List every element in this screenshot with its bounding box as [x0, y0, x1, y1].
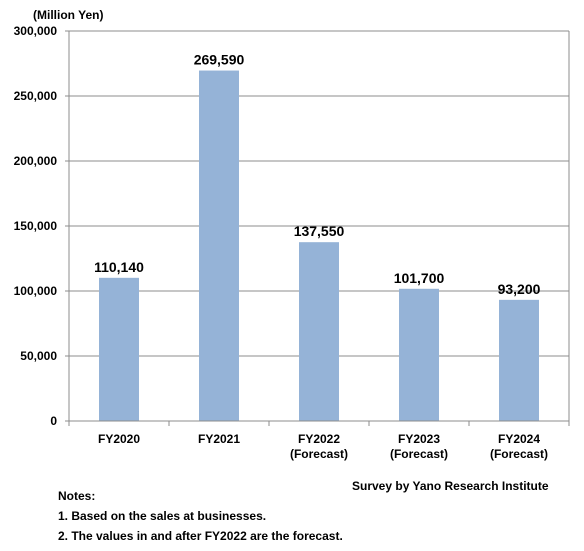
y-tick-label: 100,000	[14, 284, 58, 298]
y-tick-label: 0	[50, 414, 57, 428]
y-tick-label: 300,000	[14, 24, 58, 38]
data-label: 269,590	[194, 52, 245, 68]
x-tick-label: (Forecast)	[490, 447, 548, 461]
y-unit-label: (Million Yen)	[33, 8, 103, 22]
bar	[399, 288, 439, 421]
x-tick-label: (Forecast)	[390, 447, 448, 461]
notes: Notes: 1. Based on the sales at business…	[58, 486, 343, 546]
x-tick-label: FY2023	[398, 432, 440, 446]
y-tick-labels: 0 50,000 100,000 150,000 200,000 250,000 300,0…	[14, 24, 58, 428]
y-tick-label: 200,000	[14, 154, 58, 168]
source-credit: Survey by Yano Research Institute	[352, 479, 549, 493]
data-label: 101,700	[394, 270, 445, 286]
bar	[99, 277, 139, 421]
bar	[199, 70, 239, 422]
x-tick-label: FY2024	[498, 432, 540, 446]
x-tick-label: FY2022	[298, 432, 340, 446]
bar	[499, 299, 539, 421]
x-tick-label: (Forecast)	[290, 447, 348, 461]
x-tick-labels: FY2020 FY2021 FY2022(Forecast)FY2023(Forec…	[98, 432, 548, 461]
data-labels: 110,140 269,590 137,550 101,700 93,200	[94, 52, 541, 297]
bar	[299, 242, 339, 421]
note-item: 2. The values in and after FY2022 are th…	[58, 529, 343, 543]
x-tick-label: FY2020	[98, 432, 140, 446]
bar-chart: (Million Yen) 0 50,000 100,000 150,000 200,0…	[14, 8, 570, 461]
data-label: 137,550	[294, 223, 345, 239]
data-label: 110,140	[94, 259, 144, 275]
note-item: 1. Based on the sales at businesses.	[58, 509, 267, 523]
y-tick-label: 50,000	[20, 349, 57, 363]
bars	[99, 70, 539, 422]
y-tick-label: 250,000	[14, 89, 58, 103]
y-tick-label: 150,000	[14, 219, 58, 233]
x-tick-label: FY2021	[198, 432, 240, 446]
axes	[65, 30, 570, 426]
notes-title: Notes:	[58, 489, 96, 503]
data-label: 93,200	[498, 281, 541, 297]
